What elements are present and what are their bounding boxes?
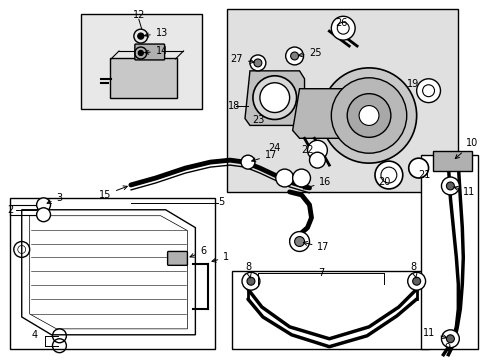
Text: 26: 26 xyxy=(334,18,347,28)
Polygon shape xyxy=(292,89,353,138)
Text: 16: 16 xyxy=(303,177,331,189)
FancyBboxPatch shape xyxy=(432,151,471,171)
Circle shape xyxy=(307,140,326,160)
Circle shape xyxy=(331,78,406,153)
Text: 10: 10 xyxy=(454,138,478,158)
Circle shape xyxy=(408,158,427,178)
Circle shape xyxy=(285,47,303,65)
Text: 22: 22 xyxy=(301,145,313,155)
FancyBboxPatch shape xyxy=(110,58,176,98)
Circle shape xyxy=(309,152,325,168)
Text: 1: 1 xyxy=(212,252,229,262)
Circle shape xyxy=(374,161,402,189)
Circle shape xyxy=(259,83,289,113)
Text: 6: 6 xyxy=(190,247,206,257)
Circle shape xyxy=(275,169,293,187)
Circle shape xyxy=(138,33,143,39)
Circle shape xyxy=(246,277,254,285)
Circle shape xyxy=(446,335,453,343)
FancyBboxPatch shape xyxy=(135,44,164,60)
Text: 2: 2 xyxy=(7,205,13,215)
Circle shape xyxy=(331,16,354,40)
Circle shape xyxy=(241,155,254,169)
FancyBboxPatch shape xyxy=(167,251,187,265)
Circle shape xyxy=(446,182,453,190)
Circle shape xyxy=(292,169,310,187)
Circle shape xyxy=(441,330,458,348)
Circle shape xyxy=(412,277,420,285)
Circle shape xyxy=(294,237,304,247)
Text: 7: 7 xyxy=(318,268,324,278)
Text: 17: 17 xyxy=(251,150,277,162)
Text: 24: 24 xyxy=(267,143,280,153)
Circle shape xyxy=(321,68,416,163)
Bar xyxy=(232,271,427,349)
Polygon shape xyxy=(21,210,195,335)
Circle shape xyxy=(358,105,378,125)
Text: 11: 11 xyxy=(423,328,446,338)
Bar xyxy=(10,198,215,349)
Text: 4: 4 xyxy=(32,330,38,340)
Circle shape xyxy=(37,208,50,222)
Text: 3: 3 xyxy=(47,193,62,203)
Polygon shape xyxy=(30,216,187,329)
Circle shape xyxy=(289,231,309,251)
Circle shape xyxy=(253,59,262,67)
Bar xyxy=(81,14,202,109)
Circle shape xyxy=(416,79,440,103)
Text: 18: 18 xyxy=(228,100,240,111)
Polygon shape xyxy=(244,71,304,125)
Text: 27: 27 xyxy=(230,54,254,64)
Circle shape xyxy=(337,22,348,34)
Bar xyxy=(420,155,477,349)
Text: 11: 11 xyxy=(453,186,474,197)
Circle shape xyxy=(249,55,265,71)
Text: 21: 21 xyxy=(418,170,430,180)
Text: 17: 17 xyxy=(303,242,329,252)
Circle shape xyxy=(242,272,259,290)
Text: 15: 15 xyxy=(99,186,127,200)
Text: 23: 23 xyxy=(251,116,264,126)
Text: 20: 20 xyxy=(378,177,390,187)
Polygon shape xyxy=(226,9,457,192)
Text: 14: 14 xyxy=(144,46,167,56)
Text: 12: 12 xyxy=(132,10,145,20)
Text: 5: 5 xyxy=(218,197,224,207)
Text: 8: 8 xyxy=(410,262,416,278)
Text: 19: 19 xyxy=(406,79,418,89)
Text: 9: 9 xyxy=(444,343,449,353)
Text: 13: 13 xyxy=(144,28,167,38)
Circle shape xyxy=(407,272,425,290)
Circle shape xyxy=(138,50,143,55)
Circle shape xyxy=(252,76,296,120)
Circle shape xyxy=(422,85,434,96)
Circle shape xyxy=(380,167,396,183)
Circle shape xyxy=(37,198,50,212)
Circle shape xyxy=(290,52,298,60)
Text: 8: 8 xyxy=(244,262,251,278)
Circle shape xyxy=(346,94,390,137)
Text: 25: 25 xyxy=(298,48,321,58)
Circle shape xyxy=(441,177,458,195)
